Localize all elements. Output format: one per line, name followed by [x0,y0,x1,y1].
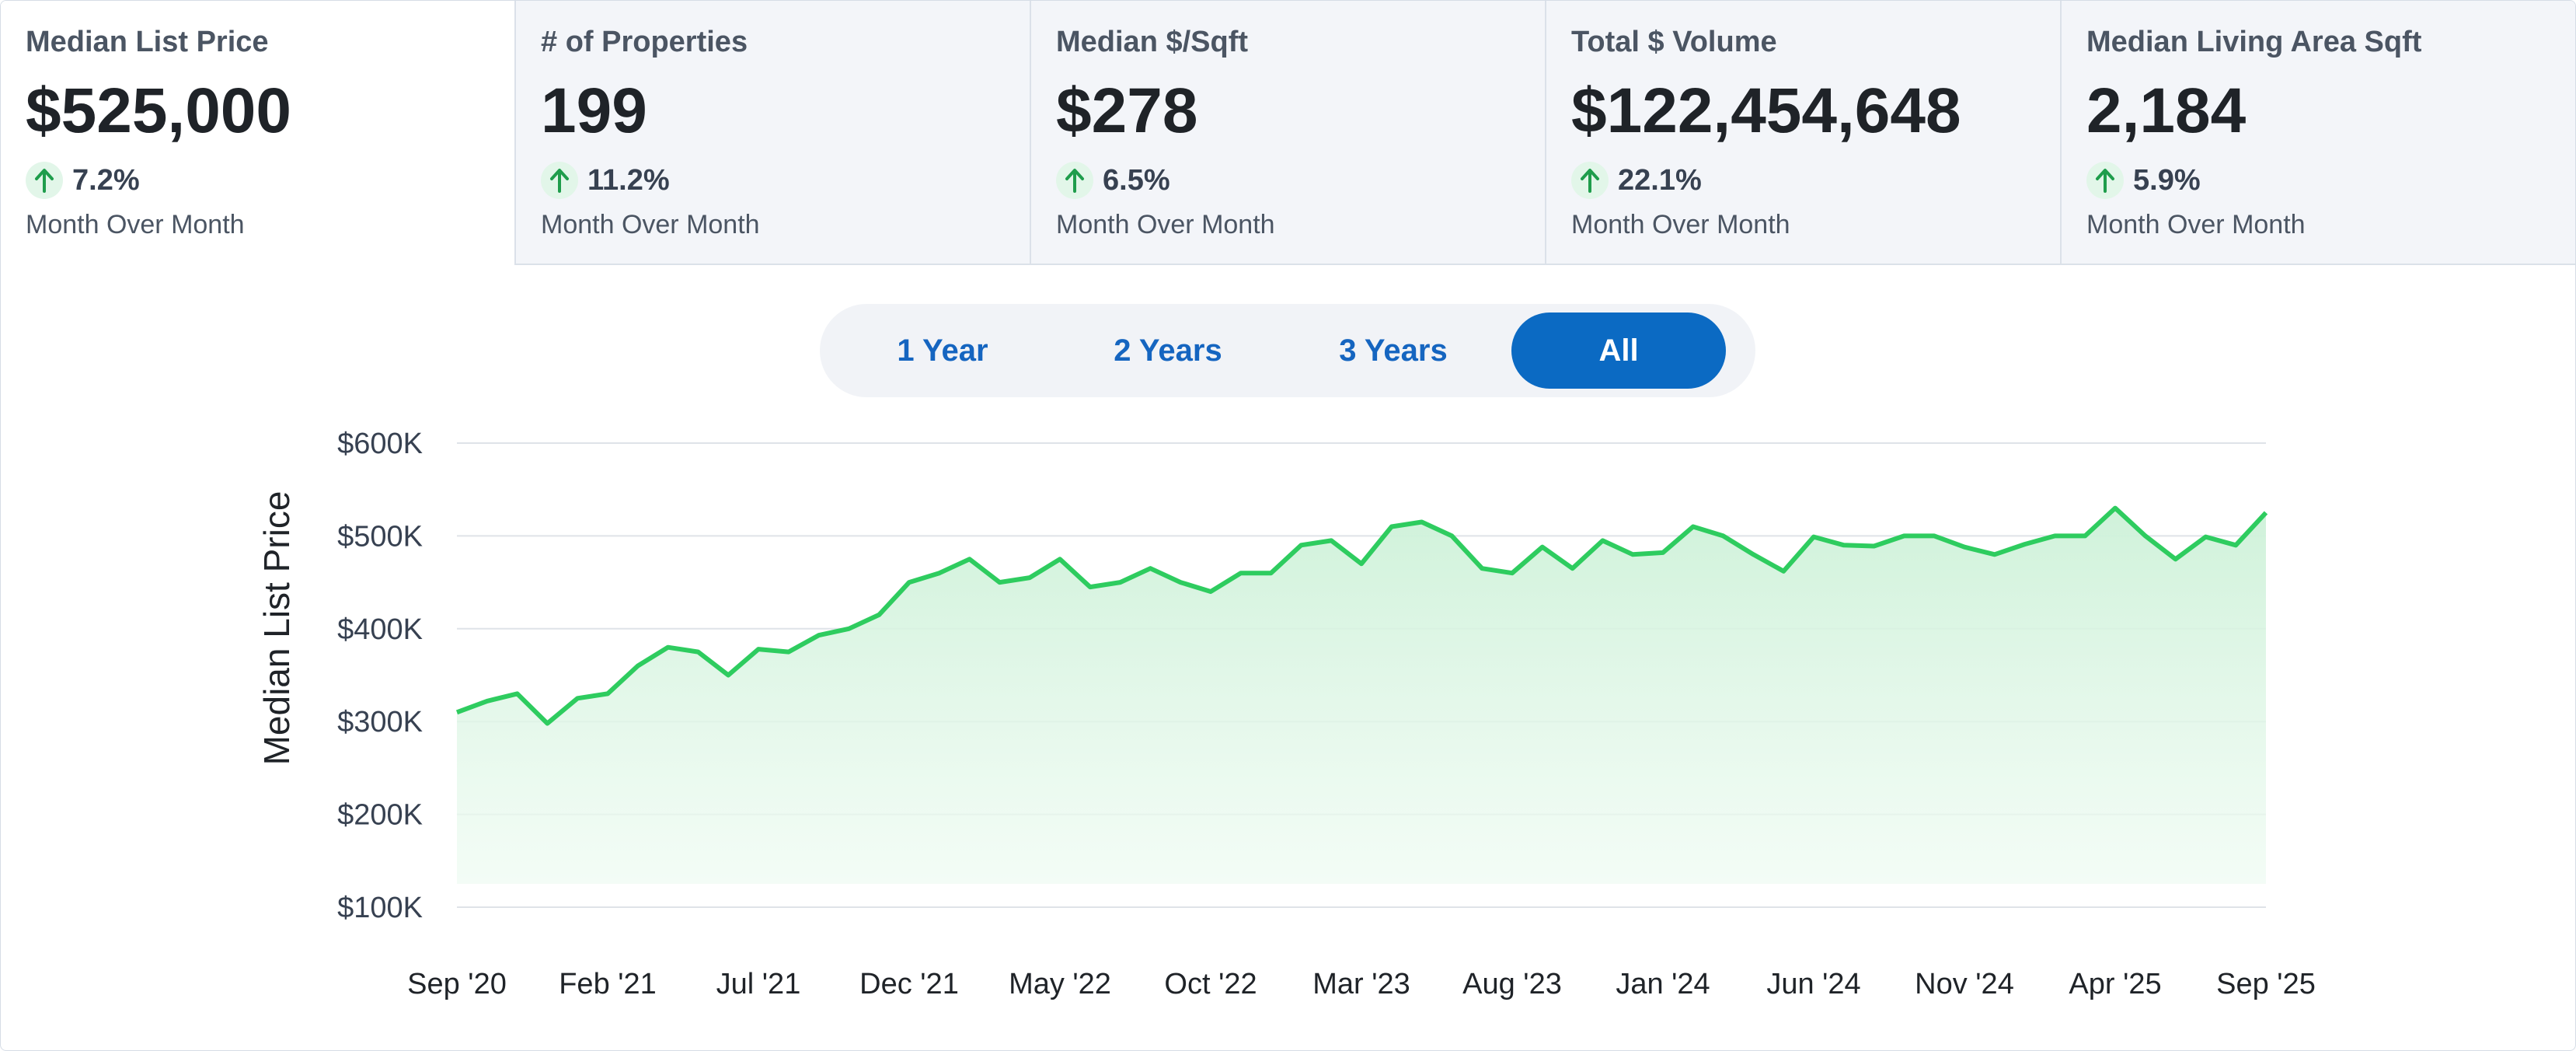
stat-card-of-properties[interactable]: # of Properties 199 11.2% Month Over Month [514,1,1030,265]
change-percent: 6.5% [1103,163,1170,197]
change-percent: 7.2% [72,163,140,197]
stat-value: $278 [1056,75,1198,146]
stat-value: 199 [541,75,647,146]
change-period: Month Over Month [541,210,760,239]
stat-change: 7.2% [26,161,514,200]
stat-title: # of Properties [541,26,748,58]
stats-row: Median List Price $525,000 7.2% Month Over … [1,1,2575,265]
range-tab-2-years[interactable]: 2 Years [1114,333,1222,368]
arrow-up-icon [26,162,63,199]
stat-card-median-list-price[interactable]: Median List Price $525,000 7.2% Month Over … [1,1,514,265]
stat-title: Median $/Sqft [1056,26,1249,58]
stat-card-median-sqft[interactable]: Median $/Sqft $278 6.5% Month Over Month [1030,1,1545,265]
stat-change: 6.5% [1056,161,1545,200]
stat-title: Median Living Area Sqft [2086,26,2422,58]
change-percent: 11.2% [587,163,670,197]
stat-change: 5.9% [2086,161,2575,200]
range-tab-1-year[interactable]: 1 Year [897,333,988,368]
arrow-up-icon [541,162,578,199]
change-period: Month Over Month [2086,210,2306,239]
arrow-up-icon [2086,162,2124,199]
change-period: Month Over Month [26,210,245,239]
arrow-up-icon [1056,162,1093,199]
arrow-up-icon [1571,162,1609,199]
change-period: Month Over Month [1571,210,1790,239]
change-percent: 22.1% [1618,163,1702,197]
range-tab-all[interactable]: All [1511,313,1726,389]
stat-card-median-living-area-sqft[interactable]: Median Living Area Sqft 2,184 5.9% Month Ov… [2060,1,2575,265]
stat-title: Total $ Volume [1571,26,1777,58]
stat-value: 2,184 [2086,75,2247,146]
stat-value: $525,000 [26,75,292,146]
change-percent: 5.9% [2133,163,2201,197]
change-period: Month Over Month [1056,210,1275,239]
range-tab-3-years[interactable]: 3 Years [1339,333,1448,368]
stat-change: 11.2% [541,161,1030,200]
stat-change: 22.1% [1571,161,2060,200]
stat-card-total-volume[interactable]: Total $ Volume $122,454,648 22.1% Month Ove… [1545,1,2060,265]
time-range-selector: 1 Year 2 Years 3 Years All [820,304,1755,397]
stat-title: Median List Price [26,26,269,58]
stat-value: $122,454,648 [1571,75,1961,146]
